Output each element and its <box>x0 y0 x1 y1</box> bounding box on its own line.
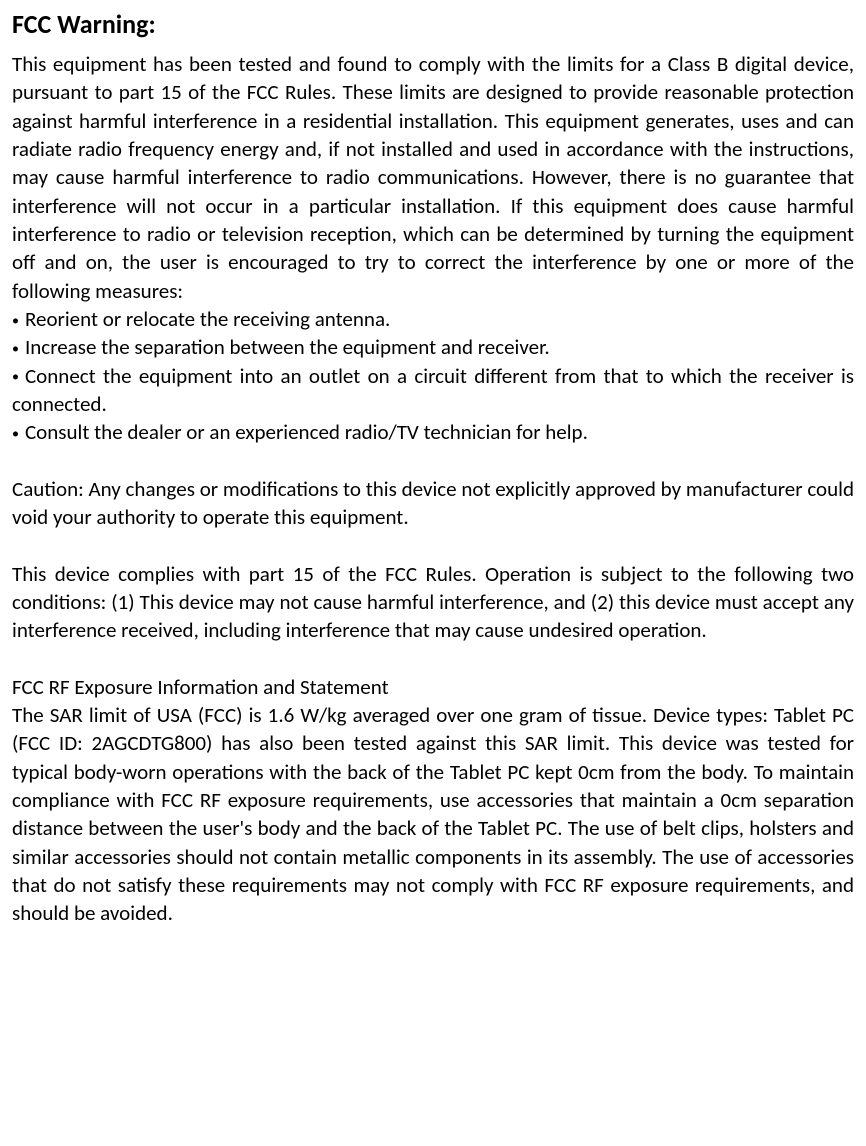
document-heading: FCC Warning: <box>12 8 854 40</box>
subheading-rf-exposure: FCC RF Exposure Information and Statemen… <box>12 673 854 701</box>
bullet-text: Connect the equipment into an outlet on … <box>12 363 854 417</box>
bullet-icon: • <box>12 340 19 359</box>
bullet-item: •Connect the equipment into an outlet on… <box>12 362 854 419</box>
spacer <box>12 645 854 673</box>
bullet-text: Reorient or relocate the receiving anten… <box>25 306 390 332</box>
spacer <box>12 532 854 560</box>
bullet-icon: • <box>12 368 19 387</box>
paragraph-intro: This equipment has been tested and found… <box>12 50 854 305</box>
paragraph-caution: Caution: Any changes or modifications to… <box>12 475 854 532</box>
bullet-item: • Consult the dealer or an experienced ra… <box>12 418 854 446</box>
bullet-icon: • <box>12 312 19 331</box>
bullet-text: Increase the separation between the equi… <box>25 334 550 360</box>
spacer <box>12 447 854 475</box>
paragraph-compliance: This device complies with part 15 of the… <box>12 560 854 645</box>
bullet-text: Consult the dealer or an experienced rad… <box>25 419 588 445</box>
paragraph-rf-exposure: The SAR limit of USA (FCC) is 1.6 W/kg a… <box>12 701 854 928</box>
bullet-item: • Increase the separation between the equ… <box>12 333 854 361</box>
bullet-item: • Reorient or relocate the receiving ante… <box>12 305 854 333</box>
bullet-icon: • <box>12 425 19 444</box>
